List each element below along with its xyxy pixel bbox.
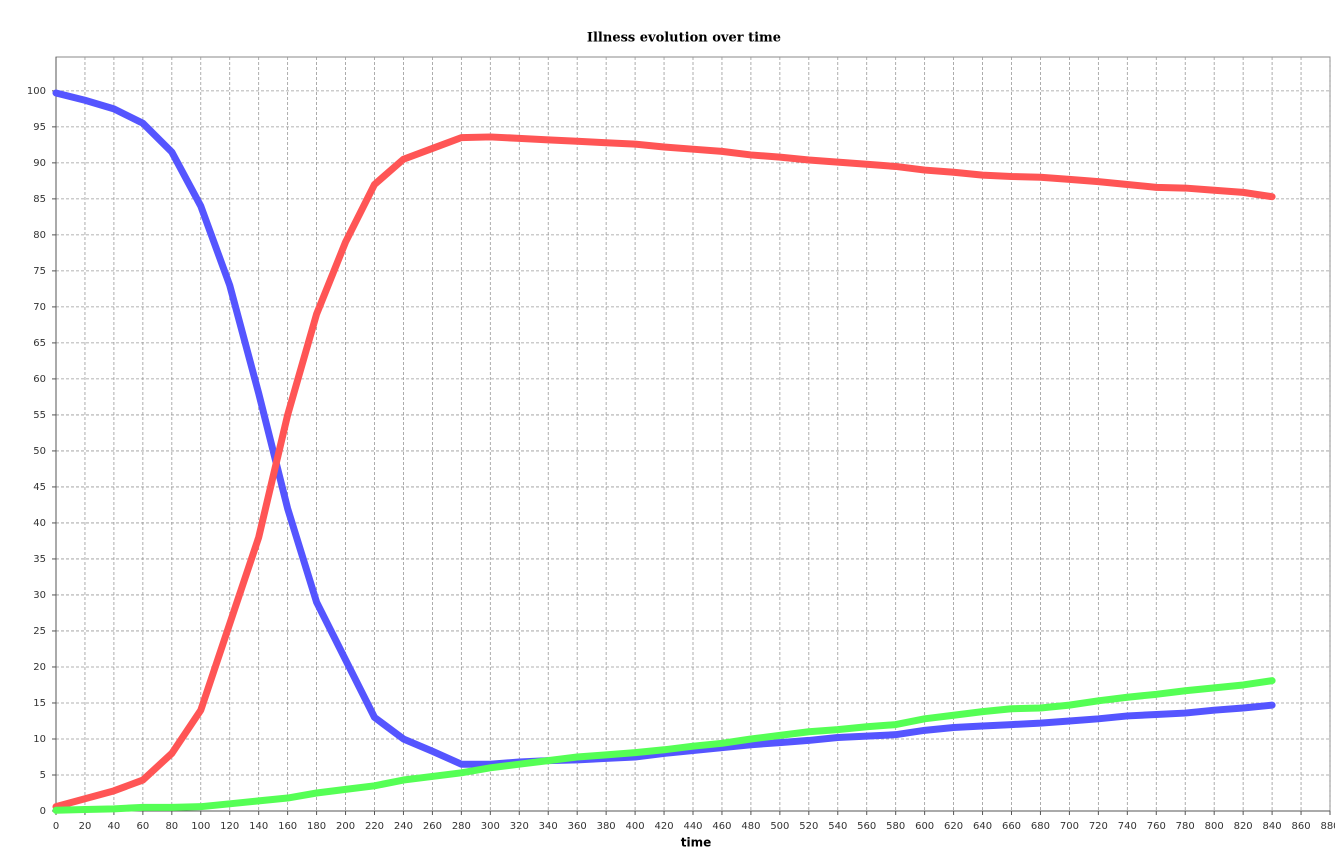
x-tick-label: 80 [165, 821, 178, 832]
x-tick-label: 360 [568, 821, 587, 832]
x-tick-label: 400 [626, 821, 645, 832]
x-tick-label: 840 [1263, 821, 1282, 832]
x-tick-label: 540 [828, 821, 847, 832]
x-tick-label: 640 [973, 821, 992, 832]
x-tick-label: 580 [886, 821, 905, 832]
x-tick-label: 280 [452, 821, 471, 832]
x-tick-label: 380 [597, 821, 616, 832]
x-tick-label: 620 [944, 821, 963, 832]
y-tick-label: 50 [33, 446, 46, 457]
x-axis-title: time [681, 836, 712, 850]
x-tick-label: 520 [799, 821, 818, 832]
chart-title: Illness evolution over time [587, 31, 781, 46]
x-tick-label: 60 [136, 821, 149, 832]
y-tick-label: 40 [33, 518, 46, 529]
x-tick-label: 40 [108, 821, 121, 832]
x-tick-label: 820 [1234, 821, 1253, 832]
x-tick-label: 120 [220, 821, 239, 832]
series-line [52, 89, 1276, 768]
y-tick-label: 5 [40, 770, 46, 781]
y-tick-label: 95 [33, 122, 46, 133]
y-tick-label: 35 [33, 554, 46, 565]
y-tick-label: 10 [33, 734, 46, 745]
y-tick-label: 100 [27, 86, 46, 97]
y-tick-label: 45 [33, 482, 46, 493]
x-tick-label: 20 [79, 821, 92, 832]
series-line [52, 677, 1276, 814]
x-tick-label: 720 [1089, 821, 1108, 832]
y-tick-label: 25 [33, 626, 46, 637]
y-tick-label: 20 [33, 662, 46, 673]
x-tick-label: 220 [365, 821, 384, 832]
x-tick-label: 860 [1291, 821, 1310, 832]
x-tick-label: 0 [53, 821, 59, 832]
x-tick-label: 240 [394, 821, 413, 832]
x-tick-label: 160 [278, 821, 297, 832]
x-tick-label: 560 [857, 821, 876, 832]
y-tick-label: 30 [33, 590, 46, 601]
x-tick-label: 760 [1147, 821, 1166, 832]
x-tick-label: 880 [1320, 821, 1335, 832]
x-tick-label: 320 [510, 821, 529, 832]
y-tick-label: 65 [33, 338, 46, 349]
y-tick-label: 90 [33, 158, 46, 169]
y-tick-label: 60 [33, 374, 46, 385]
x-tick-label: 680 [1031, 821, 1050, 832]
x-tick-label: 420 [654, 821, 673, 832]
series-line [52, 133, 1276, 811]
x-tick-label: 300 [481, 821, 500, 832]
x-tick-label: 480 [741, 821, 760, 832]
x-tick-label: 140 [249, 821, 268, 832]
x-tick-label: 200 [336, 821, 355, 832]
x-tick-label: 500 [770, 821, 789, 832]
x-tick-label: 180 [307, 821, 326, 832]
x-tick-label: 100 [191, 821, 210, 832]
x-tick-label: 660 [1002, 821, 1021, 832]
x-tick-label: 460 [712, 821, 731, 832]
x-tick-label: 440 [683, 821, 702, 832]
x-tick-label: 700 [1060, 821, 1079, 832]
y-tick-label: 70 [33, 302, 46, 313]
x-tick-label: 340 [539, 821, 558, 832]
y-tick-label: 15 [33, 698, 46, 709]
x-tick-label: 800 [1205, 821, 1224, 832]
y-tick-label: 55 [33, 410, 46, 421]
x-tick-label: 260 [423, 821, 442, 832]
x-tick-label: 740 [1118, 821, 1137, 832]
y-tick-label: 75 [33, 266, 46, 277]
y-tick-label: 0 [40, 806, 46, 817]
y-tick-label: 85 [33, 194, 46, 205]
x-tick-label: 780 [1176, 821, 1195, 832]
y-tick-label: 80 [33, 230, 46, 241]
x-tick-label: 600 [915, 821, 934, 832]
